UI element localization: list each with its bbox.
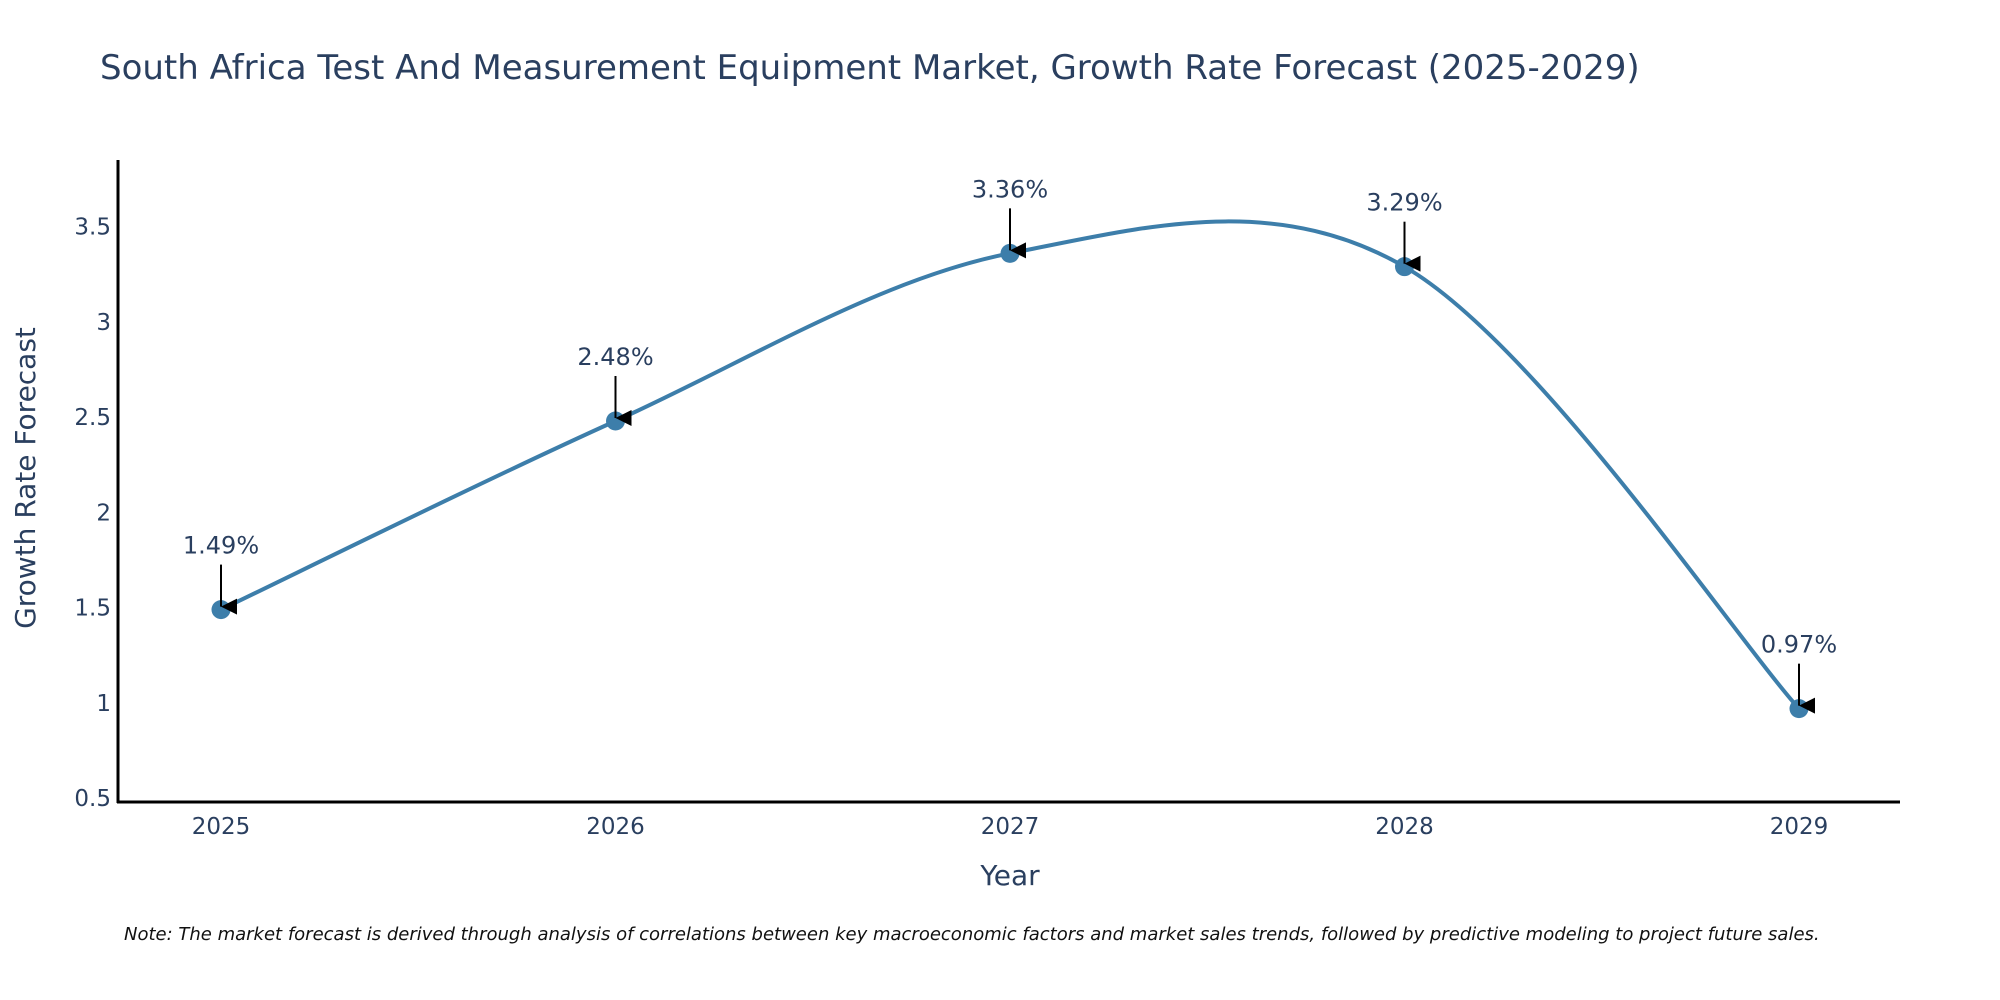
data-label: 3.29% — [1366, 189, 1442, 217]
y-tick-label: 0.5 — [74, 786, 111, 812]
y-tick-label: 2 — [96, 500, 111, 526]
data-label: 2.48% — [577, 343, 653, 371]
y-tick-label: 3.5 — [74, 215, 111, 241]
plot-area: 0.5 1 1.5 2 2.5 3 3.5 2025 2026 2027 2028 2029 1.49%… — [74, 160, 1900, 840]
x-tick-label: 2029 — [1770, 814, 1829, 840]
footnote: Note: The market forecast is derived thr… — [124, 924, 1820, 945]
data-label: 3.36% — [972, 175, 1048, 203]
y-tick-label: 3 — [96, 310, 111, 336]
y-axis-title: Growth Rate Forecast — [9, 327, 42, 629]
y-tick-label: 1.5 — [74, 596, 111, 622]
x-tick-label: 2028 — [1375, 814, 1434, 840]
series-line — [219, 219, 1801, 711]
y-tick-label: 2.5 — [74, 405, 111, 431]
data-label: 0.97% — [1761, 631, 1837, 659]
x-axis-title: Year — [979, 859, 1040, 892]
x-tick-label: 2025 — [192, 814, 251, 840]
chart-title: South Africa Test And Measurement Equipm… — [100, 48, 1640, 88]
x-tick-label: 2026 — [586, 814, 645, 840]
data-label: 1.49% — [183, 532, 259, 560]
y-tick-label: 1 — [96, 691, 111, 717]
x-tick-label: 2027 — [981, 814, 1040, 840]
